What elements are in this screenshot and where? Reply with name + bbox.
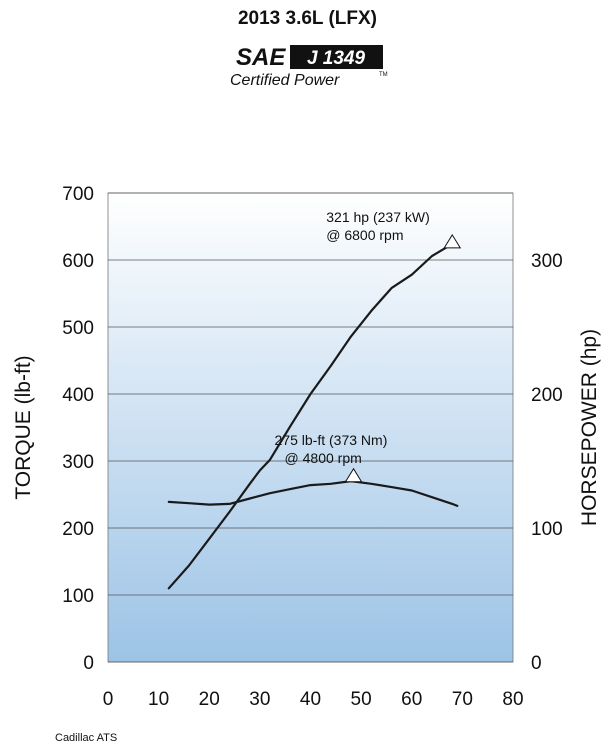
left-y-tick-label: 600 bbox=[62, 251, 94, 272]
torque-series-line bbox=[167, 480, 459, 507]
horsepower-series-line bbox=[167, 242, 454, 590]
peak-horsepower-label: 321 hp (237 kW) bbox=[326, 209, 430, 225]
chart-title: 2013 3.6L (LFX) bbox=[237, 8, 378, 29]
sae-logo-text: SAE bbox=[236, 44, 286, 71]
left-y-tick-label: 0 bbox=[83, 653, 94, 674]
left-y-tick-label: 100 bbox=[62, 586, 94, 607]
sae-code-text: J 1349 bbox=[307, 48, 366, 69]
sae-caption-text: Certified Power bbox=[230, 72, 340, 89]
right-y-tick-label: 200 bbox=[531, 385, 563, 406]
x-tick-label: 30 bbox=[249, 689, 270, 710]
right-y-tick-label: 100 bbox=[531, 519, 563, 540]
left-y-tick-label: 400 bbox=[62, 385, 94, 406]
sae-code-box bbox=[290, 45, 383, 69]
x-tick-label: 0 bbox=[103, 689, 114, 710]
right-y-tick-label: 300 bbox=[531, 251, 563, 272]
left-y-tick-label: 200 bbox=[62, 519, 94, 540]
x-tick-label: 70 bbox=[452, 689, 473, 710]
left-y-tick-label: 300 bbox=[62, 452, 94, 473]
x-tick-label: 40 bbox=[300, 689, 321, 710]
left-axis-title: TORQUE (lb-ft) bbox=[12, 355, 35, 499]
vehicle-caption: Cadillac ATS bbox=[55, 732, 118, 744]
sae-tm-text: TM bbox=[379, 72, 388, 78]
peak-horsepower-marker bbox=[443, 233, 462, 249]
right-axis-title: HORSEPOWER (hp) bbox=[578, 329, 601, 526]
peak-torque-rpm-label: @ 4800 rpm bbox=[285, 450, 362, 466]
sae-j1349-logo: SAE J 1349 Certified Power TM bbox=[230, 44, 388, 89]
left-y-tick-label: 500 bbox=[62, 318, 94, 339]
x-tick-label: 10 bbox=[148, 689, 169, 710]
left-y-tick-label: 700 bbox=[62, 184, 94, 205]
plot-area bbox=[107, 192, 514, 663]
x-tick-label: 20 bbox=[199, 689, 220, 710]
peak-torque-marker bbox=[344, 467, 363, 483]
x-tick-label: 60 bbox=[401, 689, 422, 710]
peak-horsepower-rpm-label: @ 6800 rpm bbox=[326, 227, 403, 243]
right-y-tick-label: 0 bbox=[531, 653, 542, 674]
x-tick-label: 50 bbox=[351, 689, 372, 710]
x-tick-label: 80 bbox=[502, 689, 523, 710]
peak-torque-label: 275 lb-ft (373 Nm) bbox=[275, 432, 388, 448]
